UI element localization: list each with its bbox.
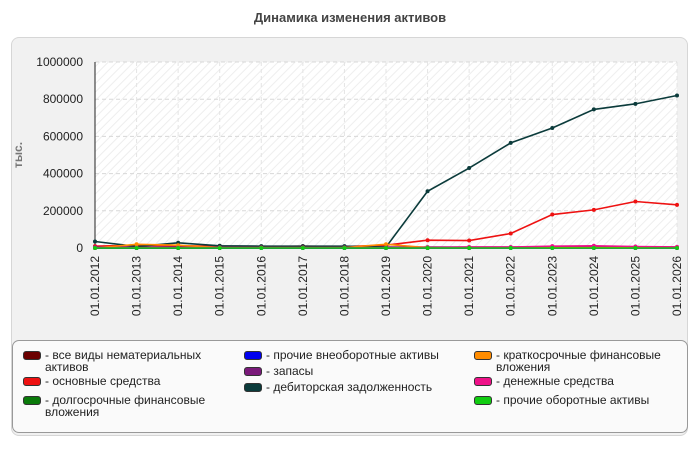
data-point[interactable] bbox=[425, 238, 430, 243]
legend-item[interactable]: - краткосрочные финансовые вложения bbox=[474, 349, 679, 373]
legend-item[interactable]: - прочие оборотные активы bbox=[474, 394, 679, 406]
x-tick-label: 01.01.2023 bbox=[545, 256, 559, 316]
axes: 0 200000 400000 600000 800000 1000000 01.01.20… bbox=[36, 55, 684, 316]
data-point[interactable] bbox=[467, 166, 472, 171]
series-layer bbox=[93, 93, 679, 250]
data-point[interactable] bbox=[591, 107, 596, 112]
data-point[interactable] bbox=[384, 242, 388, 247]
data-point[interactable] bbox=[134, 242, 139, 247]
chart-canvas: 0 200000 400000 600000 800000 1000000 01.01.20… bbox=[11, 55, 684, 316]
legend-item[interactable]: - прочие внеоборотные активы bbox=[244, 349, 454, 361]
legend-swatch bbox=[244, 351, 262, 360]
legend-label: - запасы bbox=[266, 364, 314, 378]
chart-title: Динамика изменения активов bbox=[253, 10, 447, 25]
data-point[interactable] bbox=[300, 246, 305, 250]
data-point[interactable] bbox=[675, 93, 679, 98]
legend: - все виды нематериальных активов - основ… bbox=[12, 340, 688, 433]
data-point[interactable] bbox=[93, 239, 97, 244]
data-point[interactable] bbox=[384, 246, 388, 250]
data-point[interactable] bbox=[508, 140, 513, 145]
legend-item[interactable]: - основные средства bbox=[23, 375, 233, 387]
data-point[interactable] bbox=[342, 246, 347, 250]
data-point[interactable] bbox=[217, 246, 222, 250]
legend-swatch bbox=[474, 377, 492, 386]
data-point[interactable] bbox=[425, 189, 430, 194]
data-point[interactable] bbox=[508, 246, 513, 250]
legend-item[interactable]: - денежные средства bbox=[474, 375, 679, 387]
data-point[interactable] bbox=[675, 246, 679, 250]
legend-swatch bbox=[23, 351, 41, 360]
data-point[interactable] bbox=[633, 246, 638, 250]
x-tick-label: 01.01.2015 bbox=[213, 256, 227, 316]
legend-label: - долгосрочные финансовые вложения bbox=[45, 393, 206, 419]
y-tick-label: 400000 bbox=[43, 167, 83, 181]
x-tick-label: 01.01.2014 bbox=[171, 256, 185, 316]
data-point[interactable] bbox=[633, 101, 638, 106]
legend-item[interactable]: - дебиторская задолженность bbox=[244, 381, 454, 393]
x-tick-label: 01.01.2012 bbox=[88, 256, 102, 316]
x-tick-label: 01.01.2021 bbox=[462, 256, 476, 316]
legend-swatch bbox=[244, 383, 262, 392]
x-tick-label: 01.01.2026 bbox=[670, 256, 684, 316]
legend-label: - прочие оборотные активы bbox=[496, 393, 650, 407]
legend-swatch bbox=[23, 377, 41, 386]
legend-item[interactable]: - запасы bbox=[244, 365, 454, 377]
legend-label: - прочие внеоборотные активы bbox=[266, 348, 439, 362]
data-point[interactable] bbox=[550, 246, 555, 250]
legend-label: - все виды нематериальных активов bbox=[45, 348, 202, 374]
data-point[interactable] bbox=[259, 246, 264, 250]
data-point[interactable] bbox=[591, 207, 596, 212]
x-tick-label: 01.01.2013 bbox=[130, 256, 144, 316]
data-point[interactable] bbox=[675, 202, 679, 207]
legend-label: - дебиторская задолженность bbox=[266, 380, 433, 394]
legend-label: - основные средства bbox=[45, 374, 161, 388]
x-tick-label: 01.01.2017 bbox=[296, 256, 310, 316]
legend-swatch bbox=[244, 367, 262, 376]
x-tick-label: 01.01.2018 bbox=[337, 256, 351, 316]
legend-swatch bbox=[474, 396, 492, 405]
y-tick-label: 0 bbox=[76, 241, 83, 255]
y-axis-label: тыс. bbox=[11, 142, 25, 168]
x-tick-label: 01.01.2020 bbox=[421, 256, 435, 316]
x-tick-label: 01.01.2024 bbox=[587, 256, 601, 316]
data-point[interactable] bbox=[93, 246, 97, 250]
legend-swatch bbox=[474, 351, 492, 360]
data-point[interactable] bbox=[550, 126, 555, 131]
legend-item[interactable]: - все виды нематериальных активов bbox=[23, 349, 233, 373]
data-point[interactable] bbox=[467, 246, 472, 250]
series-8 bbox=[93, 246, 679, 250]
legend-item[interactable]: - долгосрочные финансовые вложения bbox=[23, 394, 233, 418]
data-point[interactable] bbox=[467, 238, 472, 243]
x-tick-label: 01.01.2019 bbox=[379, 256, 393, 316]
x-tick-label: 01.01.2022 bbox=[504, 256, 518, 316]
data-point[interactable] bbox=[176, 246, 181, 250]
y-tick-label: 600000 bbox=[43, 129, 83, 143]
data-point[interactable] bbox=[508, 231, 513, 236]
data-point[interactable] bbox=[425, 246, 430, 250]
y-tick-label: 1000000 bbox=[36, 55, 83, 69]
data-point[interactable] bbox=[633, 199, 638, 204]
y-tick-label: 200000 bbox=[43, 204, 83, 218]
x-tick-label: 01.01.2016 bbox=[254, 256, 268, 316]
data-point[interactable] bbox=[550, 212, 555, 217]
data-point[interactable] bbox=[134, 246, 139, 250]
legend-swatch bbox=[23, 396, 41, 405]
x-tick-label: 01.01.2025 bbox=[628, 256, 642, 316]
legend-label: - краткосрочные финансовые вложения bbox=[496, 348, 661, 374]
y-tick-label: 800000 bbox=[43, 92, 83, 106]
legend-label: - денежные средства bbox=[496, 374, 614, 388]
data-point[interactable] bbox=[591, 246, 596, 250]
